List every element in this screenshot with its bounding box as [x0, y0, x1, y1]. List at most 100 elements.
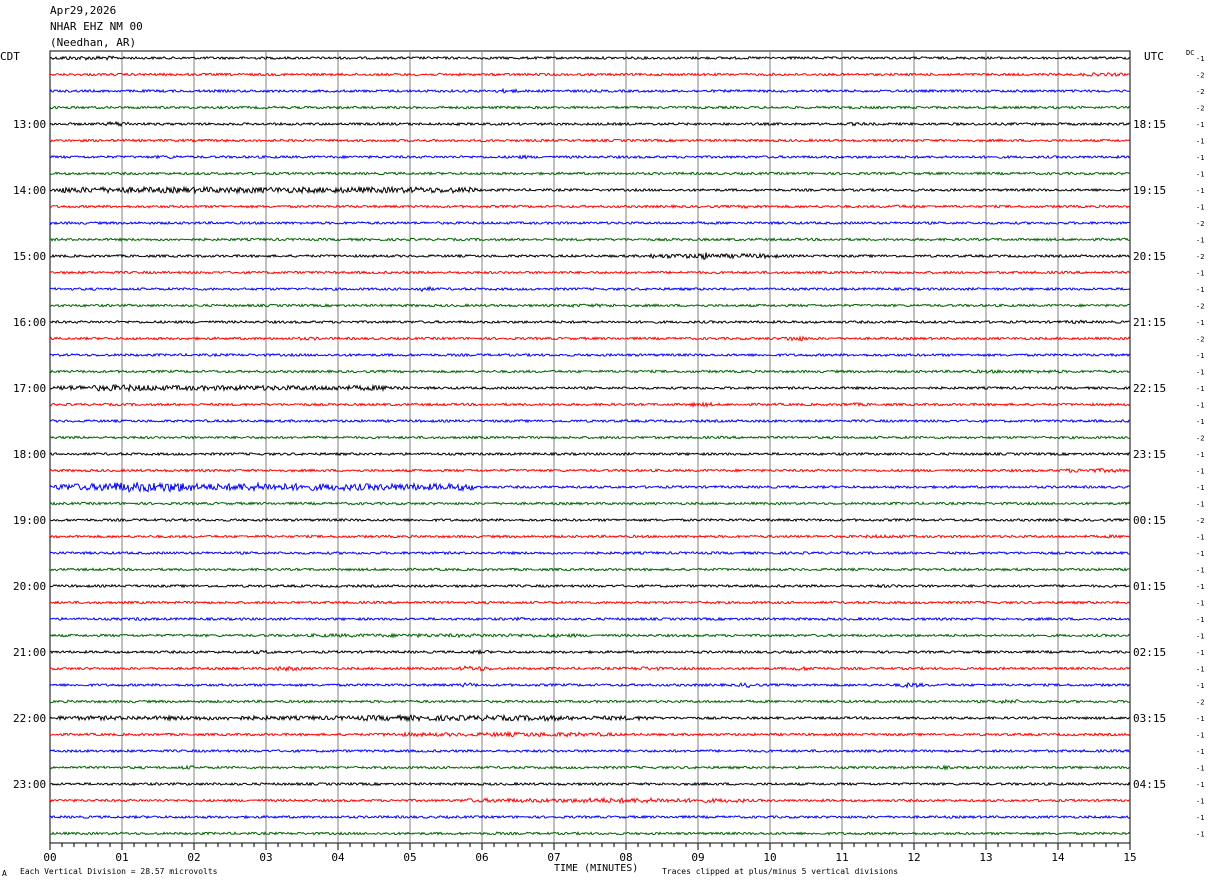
trace-row	[49, 55, 1131, 61]
trace-row	[49, 713, 1131, 723]
trace-row	[49, 237, 1131, 242]
hour-label-cdt: 13:00	[13, 118, 46, 131]
trace-row	[49, 698, 1131, 705]
dc-offset-label: -1	[1196, 616, 1204, 624]
x-tick-label: 03	[259, 851, 272, 864]
trace-row	[49, 648, 1131, 656]
dc-offset-label: -1	[1196, 138, 1204, 146]
hour-label-utc: 02:15	[1133, 646, 1166, 659]
x-tick-label: 00	[43, 851, 56, 864]
dc-offset-label: -1	[1196, 633, 1204, 641]
x-tick-label: 06	[475, 851, 488, 864]
trace-row	[49, 185, 1131, 195]
dc-offset-label: -1	[1196, 732, 1204, 740]
trace-row	[49, 796, 1131, 805]
trace-row	[49, 154, 1131, 160]
dc-offset-label: -1	[1196, 369, 1204, 377]
station-location: (Needhan, AR)	[50, 36, 137, 49]
dc-offset-label: -2	[1196, 699, 1204, 707]
trace-row	[49, 383, 1131, 393]
trace-row	[49, 583, 1131, 589]
trace-row	[49, 220, 1131, 226]
trace-row	[49, 319, 1131, 325]
hour-label-cdt: 23:00	[13, 778, 46, 791]
trace-row	[49, 550, 1131, 556]
trace-row	[49, 616, 1131, 622]
dc-offset-label: -1	[1196, 402, 1204, 410]
dc-offset-label: -1	[1196, 649, 1204, 657]
trace-row	[49, 252, 1131, 261]
trace-row	[49, 764, 1131, 771]
x-tick-label: 15	[1123, 851, 1136, 864]
dc-offset-label: -1	[1196, 385, 1204, 393]
dc-offset-label: -2	[1196, 303, 1204, 311]
x-tick-label: 13	[979, 851, 992, 864]
hour-label-utc: 18:15	[1133, 118, 1166, 131]
trace-row	[49, 481, 1131, 493]
trace-row	[49, 730, 1131, 738]
x-tick-label: 09	[691, 851, 704, 864]
trace-row	[49, 120, 1131, 127]
hour-label-utc: 23:15	[1133, 448, 1166, 461]
dc-offset-label: -2	[1196, 105, 1204, 113]
hour-label-utc: 00:15	[1133, 514, 1166, 527]
hour-label-cdt: 19:00	[13, 514, 46, 527]
dc-offset-label: -1	[1196, 748, 1204, 756]
x-axis-title: TIME (MINUTES)	[554, 863, 639, 874]
x-tick-label: 12	[907, 851, 920, 864]
trace-row	[49, 665, 1131, 673]
trace-row	[49, 748, 1131, 754]
dc-offset-label: -1	[1196, 831, 1204, 839]
dc-offset-label: -1	[1196, 501, 1204, 509]
trace-row	[49, 632, 1131, 639]
dc-label: DC	[1186, 49, 1195, 57]
dc-offset-label: -1	[1196, 237, 1204, 245]
dc-offset-label: -1	[1196, 682, 1204, 690]
plot-date: Apr29,2026	[50, 4, 117, 17]
dc-offset-label: -2	[1196, 88, 1204, 96]
trace-row	[49, 87, 1131, 94]
right-zone-label: UTC	[1144, 50, 1164, 63]
hour-label-cdt: 16:00	[13, 316, 46, 329]
x-tick-label: 11	[835, 851, 848, 864]
corner-mark: A	[2, 869, 7, 878]
x-tick-label: 04	[331, 851, 345, 864]
dc-offset-label: -2	[1196, 253, 1204, 261]
trace-row	[49, 467, 1131, 474]
trace-row	[49, 285, 1131, 293]
dc-offset-label: -1	[1196, 55, 1204, 63]
dc-offset-label: -1	[1196, 319, 1204, 327]
dc-offset-label: -1	[1196, 567, 1204, 575]
dc-offset-label: -2	[1196, 336, 1204, 344]
x-tick-label: 02	[187, 851, 200, 864]
dc-offset-label: -2	[1196, 72, 1204, 80]
hour-label-cdt: 14:00	[13, 184, 46, 197]
trace-row	[49, 451, 1131, 457]
x-tick-label: 08	[619, 851, 632, 864]
trace-row	[49, 814, 1131, 820]
dc-offset-label: -1	[1196, 550, 1204, 558]
trace-row	[49, 533, 1131, 540]
trace-row	[49, 171, 1131, 176]
left-zone-label: CDT	[0, 50, 20, 63]
x-tick-label: 01	[115, 851, 128, 864]
trace-row	[49, 435, 1131, 440]
trace-row	[49, 418, 1131, 424]
x-tick-label: 07	[547, 851, 560, 864]
dc-offset-label: -2	[1196, 220, 1204, 228]
dc-offset-label: -1	[1196, 534, 1204, 542]
dc-offset-label: -1	[1196, 270, 1204, 278]
dc-offset-label: -2	[1196, 517, 1204, 525]
hour-label-utc: 04:15	[1133, 778, 1166, 791]
dc-offset-label: -1	[1196, 451, 1204, 459]
trace-row	[49, 567, 1131, 572]
dc-offset-label: -1	[1196, 600, 1204, 608]
trace-row	[49, 105, 1131, 110]
hour-label-utc: 01:15	[1133, 580, 1166, 593]
dc-offset-label: -1	[1196, 121, 1204, 129]
dc-offset-label: -1	[1196, 418, 1204, 426]
trace-row	[49, 681, 1131, 689]
trace-row	[49, 517, 1131, 523]
trace-row	[49, 352, 1131, 358]
hour-label-cdt: 20:00	[13, 580, 46, 593]
